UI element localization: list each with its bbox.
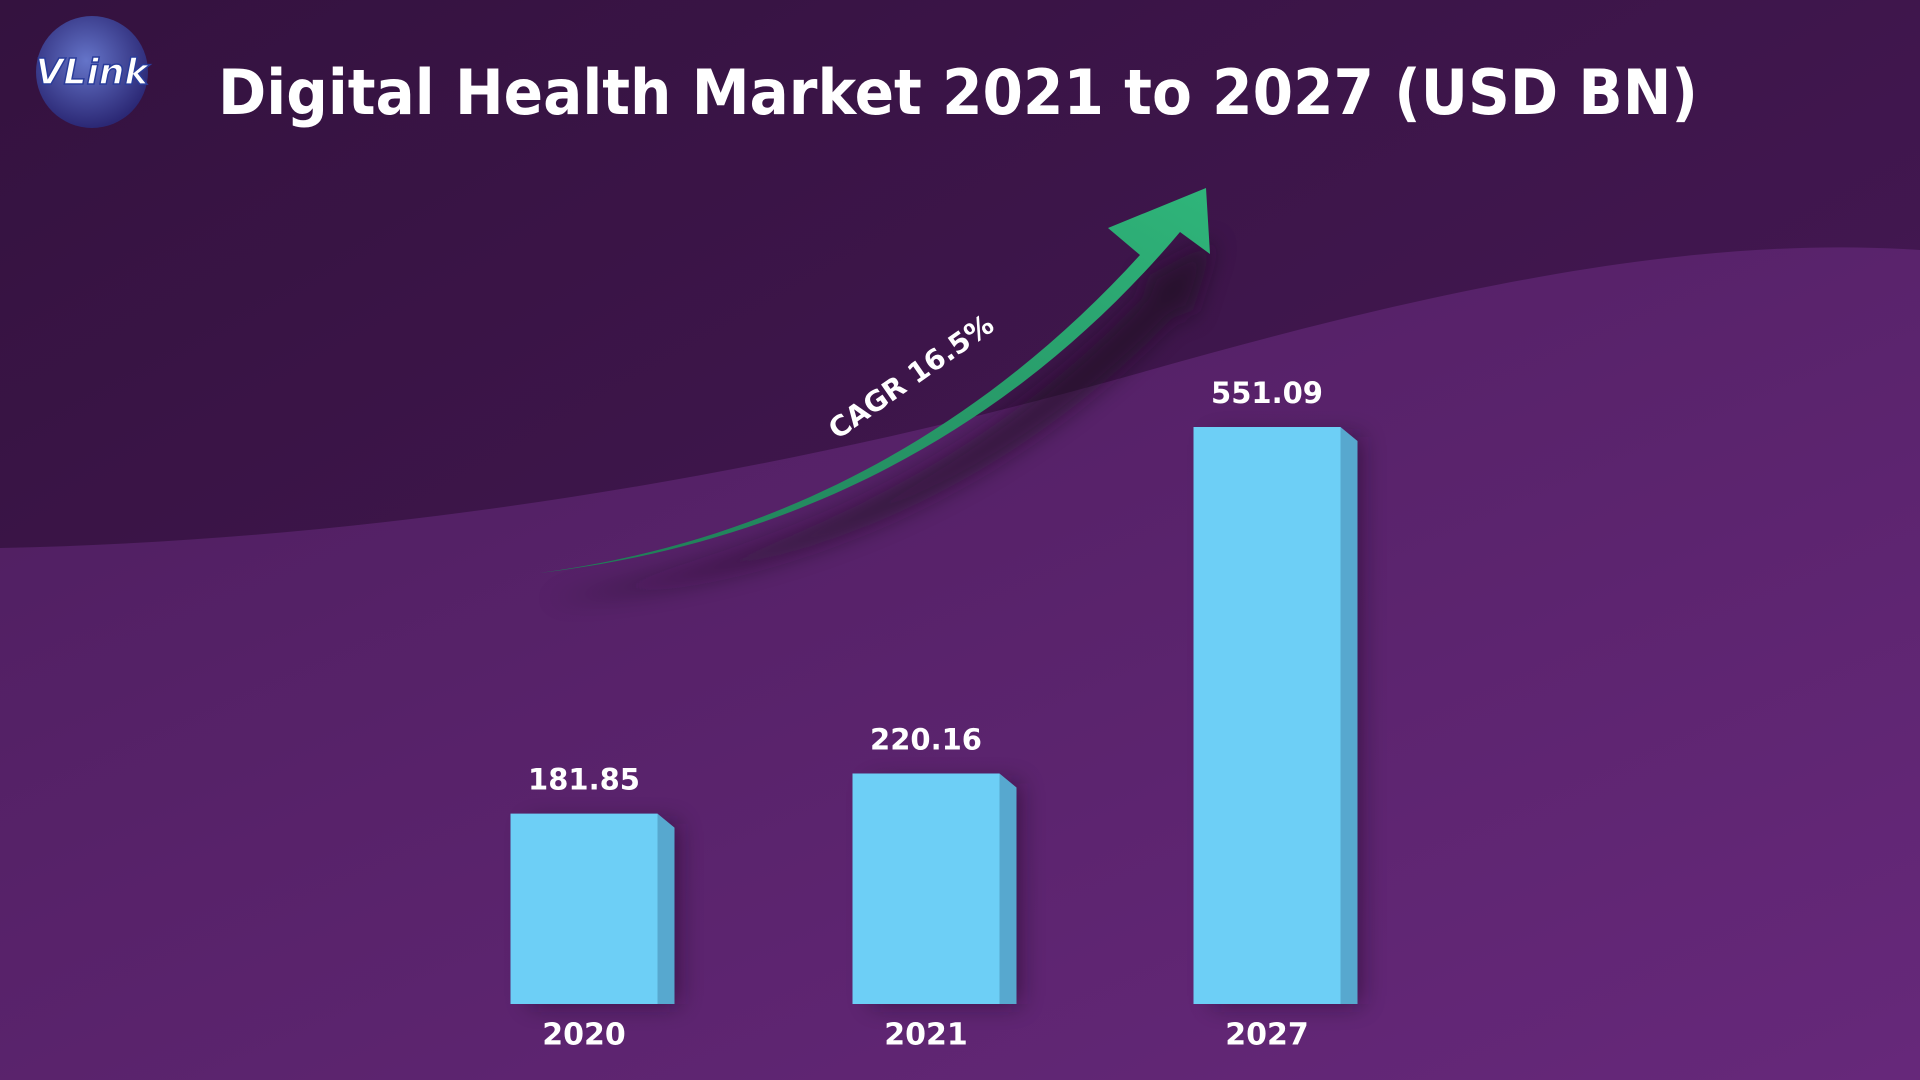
chart-title: Digital Health Market 2021 to 2027 (USD … (218, 56, 1698, 129)
bar (852, 773, 1000, 1004)
value-label: 181.85 (528, 763, 640, 797)
background-wave (0, 247, 1920, 1080)
bar-side (1340, 427, 1358, 1004)
x-tick-label: 2027 (1225, 1018, 1309, 1053)
bar-side (999, 773, 1017, 1004)
logo: VLink (35, 16, 151, 128)
logo-text: VLink (36, 52, 151, 93)
x-tick-label: 2020 (542, 1018, 626, 1053)
x-tick-label: 2021 (884, 1018, 968, 1053)
bar (1193, 427, 1341, 1004)
value-label: 220.16 (870, 722, 982, 756)
arrow-shadow (545, 240, 1215, 600)
bar-side (657, 813, 675, 1004)
value-label: 551.09 (1211, 376, 1323, 410)
logo-globe (36, 16, 148, 128)
bar (510, 813, 658, 1004)
arrow (539, 188, 1210, 573)
growth-arrow (539, 188, 1215, 600)
